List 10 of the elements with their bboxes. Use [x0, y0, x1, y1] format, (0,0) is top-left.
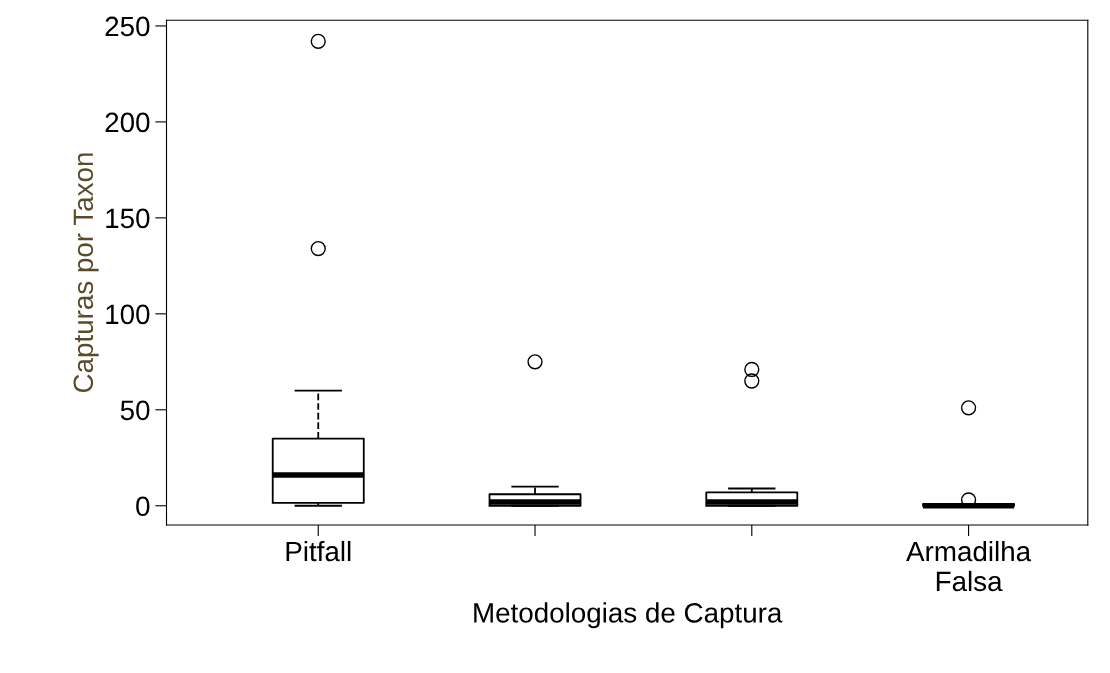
y-tick-label: 200 — [105, 112, 150, 133]
x-tick-label: Armadilha Falsa — [906, 540, 1032, 592]
y-tick-label: 0 — [136, 496, 150, 517]
y-tick-label: 100 — [106, 304, 150, 325]
y-tick-label: 50 — [120, 400, 150, 421]
y-axis-title: Capturas por Taxon — [73, 153, 99, 393]
y-tick-label: 150 — [106, 208, 150, 229]
x-axis-title: Metodologias de Captura — [474, 602, 783, 629]
x-tick-label: Pitfall — [286, 540, 351, 562]
y-tick-label: 250 — [105, 16, 150, 37]
